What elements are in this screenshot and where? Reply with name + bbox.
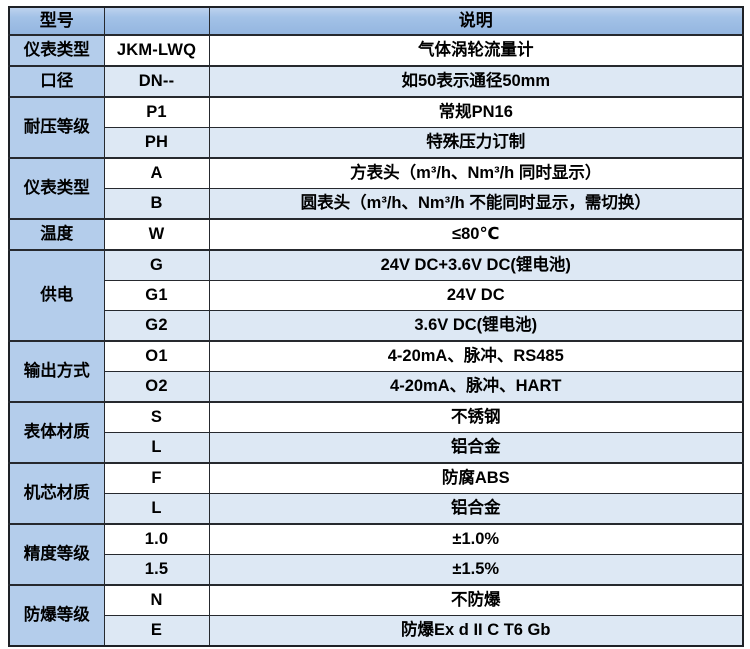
table-row: E 防爆Ex d II C T6 Gb bbox=[9, 615, 744, 647]
table-row: O2 4-20mA、脉冲、HART bbox=[9, 371, 744, 403]
spec-table-body: 仪表类型 JKM-LWQ 气体涡轮流量计 口径 DN-- 如50表示通径50mm 耐压等级 P… bbox=[8, 34, 744, 647]
category-cell: 精度等级 bbox=[8, 523, 105, 586]
description-cell: 气体涡轮流量计 bbox=[208, 34, 744, 67]
code-cell: F bbox=[103, 462, 210, 494]
category-cell: 机芯材质 bbox=[8, 462, 105, 525]
header-description: 说明 bbox=[208, 6, 744, 36]
description-cell: 铝合金 bbox=[208, 432, 744, 464]
code-cell: 1.5 bbox=[103, 554, 210, 586]
code-cell: W bbox=[103, 218, 210, 251]
table-row: 口径 DN-- 如50表示通径50mm bbox=[8, 65, 744, 98]
table-row: 供电 G 24V DC+3.6V DC(锂电池) bbox=[8, 249, 744, 342]
code-cell: S bbox=[103, 401, 210, 433]
table-header: 型号 说明 bbox=[8, 6, 744, 36]
code-cell: PH bbox=[103, 127, 210, 159]
code-cell: L bbox=[103, 493, 210, 525]
table-row: PH 特殊压力订制 bbox=[9, 127, 744, 159]
description-cell: 如50表示通径50mm bbox=[208, 65, 744, 98]
table-row: G2 3.6V DC(锂电池) bbox=[9, 310, 744, 342]
description-cell: 特殊压力订制 bbox=[208, 127, 744, 159]
header-model: 型号 bbox=[8, 6, 105, 36]
description-cell: 不锈钢 bbox=[208, 401, 744, 433]
category-cell: 供电 bbox=[8, 249, 105, 342]
table-row: 防爆等级 N 不防爆 bbox=[8, 584, 744, 647]
table-row: 输出方式 O1 4-20mA、脉冲、RS485 bbox=[8, 340, 744, 403]
description-cell: ≤80℃ bbox=[208, 218, 744, 251]
category-cell: 温度 bbox=[8, 218, 105, 251]
description-cell: 不防爆 bbox=[208, 584, 744, 616]
code-cell: 1.0 bbox=[103, 523, 210, 555]
code-cell: A bbox=[103, 157, 210, 189]
table-row: 仪表类型 A 方表头（m³/h、Nm³/h 同时显示） bbox=[8, 157, 744, 220]
description-cell: ±1.0% bbox=[208, 523, 744, 555]
table-row: B 圆表头（m³/h、Nm³/h 不能同时显示，需切换） bbox=[9, 188, 744, 220]
description-cell: 圆表头（m³/h、Nm³/h 不能同时显示，需切换） bbox=[208, 188, 744, 220]
code-cell: G bbox=[103, 249, 210, 281]
description-cell: 防爆Ex d II C T6 Gb bbox=[208, 615, 744, 647]
description-cell: 24V DC+3.6V DC(锂电池) bbox=[208, 249, 744, 281]
code-cell: P1 bbox=[103, 96, 210, 128]
description-cell: 4-20mA、脉冲、HART bbox=[208, 371, 744, 403]
table-row: L 铝合金 bbox=[9, 432, 744, 464]
header-code bbox=[103, 6, 210, 36]
code-cell: L bbox=[103, 432, 210, 464]
code-cell: O2 bbox=[103, 371, 210, 403]
table-row: L 铝合金 bbox=[9, 493, 744, 525]
table-row: 耐压等级 P1 常规PN16 bbox=[8, 96, 744, 159]
category-cell: 表体材质 bbox=[8, 401, 105, 464]
category-cell: 防爆等级 bbox=[8, 584, 105, 647]
description-cell: 常规PN16 bbox=[208, 96, 744, 128]
description-cell: 24V DC bbox=[208, 280, 744, 311]
model-selection-table: 型号 说明 仪表类型 JKM-LWQ 气体涡轮流量计 口径 DN-- 如50表示通径50m… bbox=[8, 6, 744, 647]
table-row: 仪表类型 JKM-LWQ 气体涡轮流量计 bbox=[8, 34, 744, 67]
table-row: G1 24V DC bbox=[9, 280, 744, 311]
description-cell: 铝合金 bbox=[208, 493, 744, 525]
category-cell: 仪表类型 bbox=[8, 34, 105, 67]
table-row: 表体材质 S 不锈钢 bbox=[8, 401, 744, 464]
description-cell: ±1.5% bbox=[208, 554, 744, 586]
table-row: 温度 W ≤80℃ bbox=[8, 218, 744, 251]
header-row: 型号 说明 bbox=[8, 6, 744, 36]
code-cell: G1 bbox=[103, 280, 210, 311]
category-cell: 口径 bbox=[8, 65, 105, 98]
code-cell: DN-- bbox=[103, 65, 210, 98]
category-cell: 耐压等级 bbox=[8, 96, 105, 159]
code-cell: N bbox=[103, 584, 210, 616]
table-row: 机芯材质 F 防腐ABS bbox=[8, 462, 744, 525]
category-cell: 仪表类型 bbox=[8, 157, 105, 220]
code-cell: G2 bbox=[103, 310, 210, 342]
description-cell: 3.6V DC(锂电池) bbox=[208, 310, 744, 342]
category-cell: 输出方式 bbox=[8, 340, 105, 403]
code-cell: B bbox=[103, 188, 210, 220]
table-row: 1.5 ±1.5% bbox=[9, 554, 744, 586]
code-cell: JKM-LWQ bbox=[103, 34, 210, 67]
table-row: 精度等级 1.0 ±1.0% bbox=[8, 523, 744, 586]
description-cell: 4-20mA、脉冲、RS485 bbox=[208, 340, 744, 372]
description-cell: 防腐ABS bbox=[208, 462, 744, 494]
description-cell: 方表头（m³/h、Nm³/h 同时显示） bbox=[208, 157, 744, 189]
code-cell: O1 bbox=[103, 340, 210, 372]
code-cell: E bbox=[103, 615, 210, 647]
